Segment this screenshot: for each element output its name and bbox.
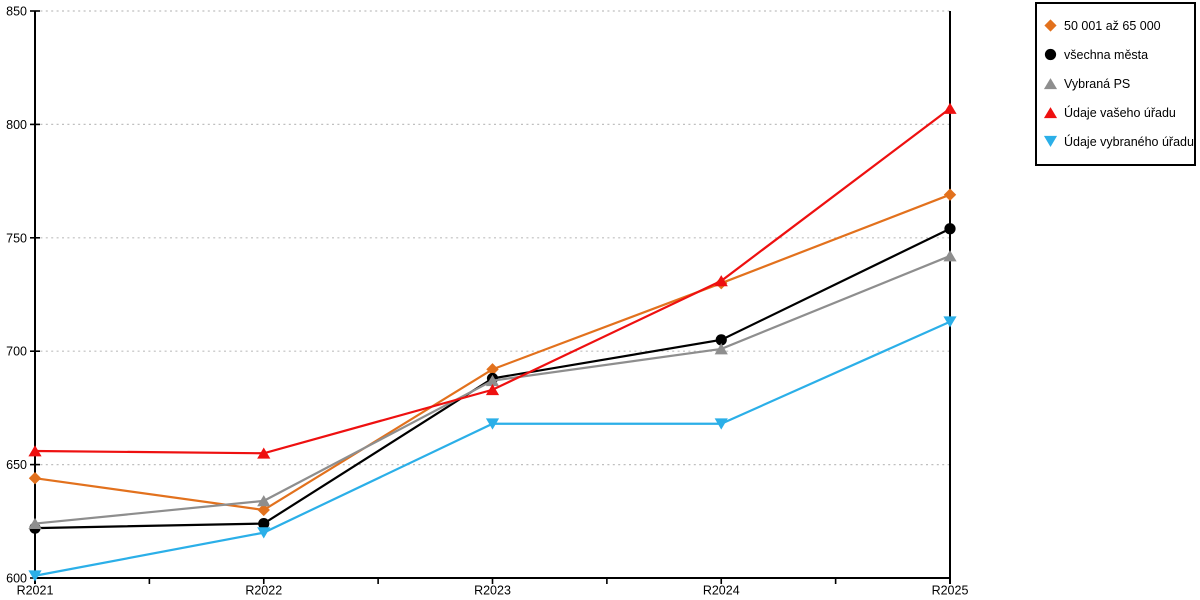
data-point xyxy=(485,383,500,396)
data-point xyxy=(257,447,271,459)
gridlines xyxy=(35,10,950,466)
legend-label: Údaje vašeho úřadu xyxy=(1064,105,1176,120)
legend-item-udaje-vybraneho-uradu: Údaje vybraného úřadu xyxy=(1043,127,1194,156)
y-tick-label: 750 xyxy=(6,231,27,245)
data-point xyxy=(714,343,728,355)
series-line-4 xyxy=(34,320,951,577)
x-tick-label: R2022 xyxy=(245,584,282,598)
x-tick-label: R2021 xyxy=(17,584,54,598)
data-point xyxy=(258,517,270,530)
legend-marker-shape xyxy=(1043,107,1058,119)
y-tick-label: 850 xyxy=(6,5,27,19)
y-tick-label: 800 xyxy=(6,118,27,132)
series-line-3 xyxy=(34,107,951,455)
y-tick-label: 600 xyxy=(6,572,27,586)
legend-item-vybrana-ps: Vybraná PS xyxy=(1043,69,1188,98)
data-point xyxy=(485,374,500,387)
data-point xyxy=(257,527,271,539)
circle-icon xyxy=(1044,48,1057,61)
legend-label: všechna města xyxy=(1064,47,1149,62)
legend-item-vsechna-mesta: všechna města xyxy=(1043,40,1188,69)
data-point xyxy=(28,445,42,457)
data-point xyxy=(715,334,727,346)
legend: 50 001 až 65 000 všechna města Vybraná P… xyxy=(1035,2,1196,166)
data-point xyxy=(257,503,270,517)
data-point xyxy=(944,223,956,235)
legend-marker-shape xyxy=(1044,48,1057,61)
legend-item-50001-az-65000: 50 001 až 65 000 xyxy=(1043,11,1188,40)
y-tick-label: 650 xyxy=(6,458,27,472)
data-point xyxy=(28,472,42,485)
triangle-up-icon xyxy=(1043,78,1058,90)
legend-label: 50 001 až 65 000 xyxy=(1064,18,1161,33)
legend-label: Údaje vybraného úřadu xyxy=(1064,134,1194,149)
data-point xyxy=(257,495,271,507)
data-point xyxy=(485,418,500,430)
legend-item-udaje-vaseho-uradu: Údaje vašeho úřadu xyxy=(1043,98,1188,127)
triangle-up-icon xyxy=(1043,107,1058,119)
data-point xyxy=(943,102,957,114)
data-point xyxy=(28,570,42,582)
legend-label: Vybraná PS xyxy=(1064,76,1131,91)
data-point xyxy=(714,418,728,430)
triangle-down-icon xyxy=(1043,135,1058,147)
legend-marker-shape xyxy=(1043,135,1058,147)
data-point xyxy=(943,188,957,201)
x-tick-label: R2023 xyxy=(474,584,511,598)
data-point xyxy=(943,316,957,328)
data-point xyxy=(943,250,957,262)
tick-labels: 600 650 700 750 800 850 R2021 R2022 R2023 R2024 R2… xyxy=(6,5,968,598)
data-point xyxy=(28,517,42,529)
diamond-icon xyxy=(1044,19,1057,32)
x-tick-label: R2025 xyxy=(932,584,969,598)
series-group xyxy=(28,102,957,582)
legend-marker-shape xyxy=(1043,78,1058,90)
legend-marker-shape xyxy=(1044,19,1057,32)
y-tick-label: 700 xyxy=(6,345,27,359)
series-line-0 xyxy=(34,193,951,512)
data-point xyxy=(486,363,499,376)
tick-marks xyxy=(30,10,951,584)
data-point xyxy=(714,275,728,287)
x-tick-label: R2024 xyxy=(703,584,740,598)
